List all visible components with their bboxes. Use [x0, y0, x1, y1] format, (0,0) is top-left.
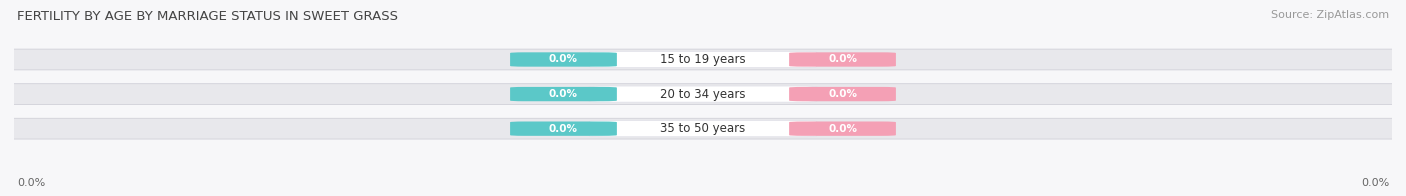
Text: 0.0%: 0.0% — [548, 54, 578, 64]
FancyBboxPatch shape — [0, 84, 1406, 104]
FancyBboxPatch shape — [0, 118, 1406, 139]
FancyBboxPatch shape — [789, 122, 896, 136]
Text: FERTILITY BY AGE BY MARRIAGE STATUS IN SWEET GRASS: FERTILITY BY AGE BY MARRIAGE STATUS IN S… — [17, 10, 398, 23]
Text: 35 to 50 years: 35 to 50 years — [661, 122, 745, 135]
FancyBboxPatch shape — [589, 51, 817, 68]
FancyBboxPatch shape — [789, 52, 896, 67]
Text: 0.0%: 0.0% — [548, 124, 578, 134]
FancyBboxPatch shape — [510, 87, 617, 101]
Text: 0.0%: 0.0% — [828, 54, 858, 64]
Text: 0.0%: 0.0% — [828, 89, 858, 99]
Text: 20 to 34 years: 20 to 34 years — [661, 88, 745, 101]
Text: 0.0%: 0.0% — [828, 124, 858, 134]
Text: 0.0%: 0.0% — [1361, 178, 1389, 188]
FancyBboxPatch shape — [510, 52, 617, 67]
Text: 0.0%: 0.0% — [17, 178, 45, 188]
FancyBboxPatch shape — [510, 122, 617, 136]
FancyBboxPatch shape — [589, 86, 817, 102]
Text: Source: ZipAtlas.com: Source: ZipAtlas.com — [1271, 10, 1389, 20]
FancyBboxPatch shape — [789, 87, 896, 101]
Text: 15 to 19 years: 15 to 19 years — [661, 53, 745, 66]
FancyBboxPatch shape — [0, 49, 1406, 70]
Text: 0.0%: 0.0% — [548, 89, 578, 99]
FancyBboxPatch shape — [589, 121, 817, 137]
